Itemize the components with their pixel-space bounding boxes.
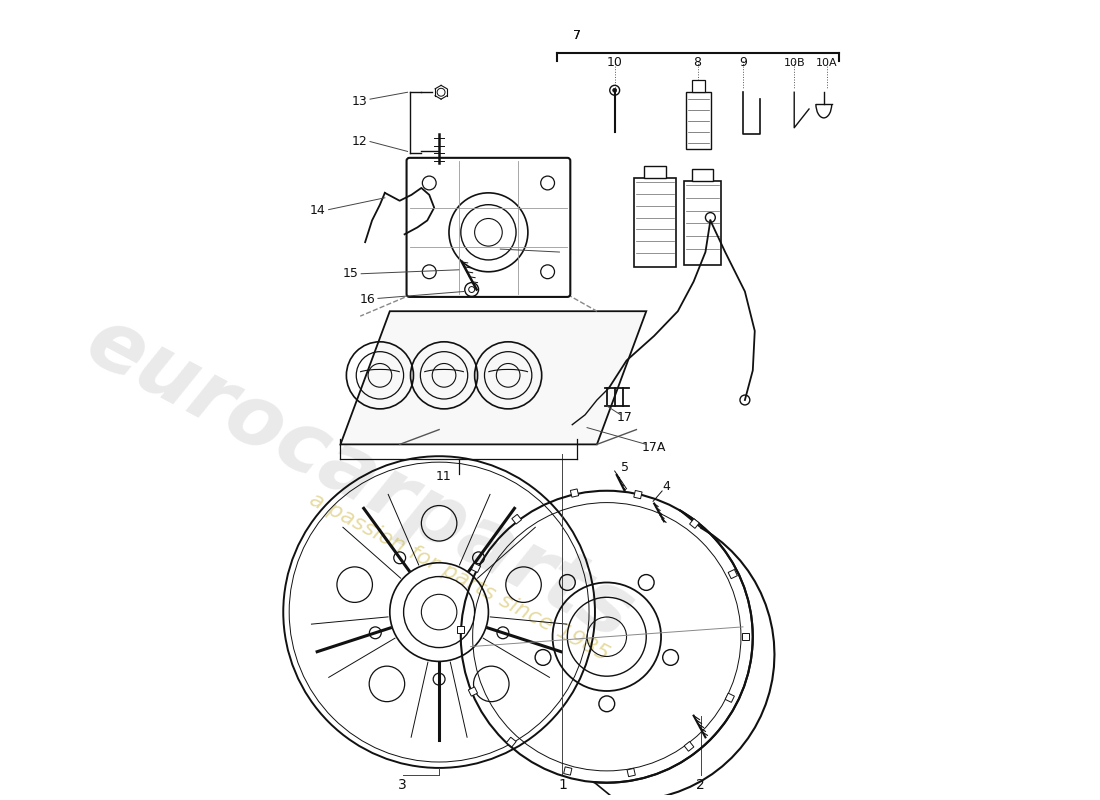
Text: 5: 5	[620, 461, 628, 474]
Bar	[563, 767, 572, 775]
FancyBboxPatch shape	[407, 158, 570, 297]
Bar	[471, 563, 481, 573]
Text: 2: 2	[696, 778, 705, 792]
Bar	[684, 742, 694, 751]
Bar	[725, 693, 735, 702]
Text: 3: 3	[398, 778, 407, 792]
Text: 12: 12	[351, 135, 367, 148]
Text: 8: 8	[693, 56, 702, 69]
Text: eurocarparts: eurocarparts	[73, 301, 648, 658]
Bar	[634, 490, 642, 498]
Bar	[635, 178, 675, 267]
Bar	[645, 166, 665, 178]
Bar	[512, 514, 521, 524]
Bar	[728, 570, 737, 578]
Text: 16: 16	[360, 293, 375, 306]
Bar	[692, 169, 713, 181]
Text: 10B: 10B	[783, 58, 805, 68]
Bar	[684, 181, 722, 265]
Bar	[690, 518, 700, 528]
Text: 17A: 17A	[642, 441, 667, 454]
Text: 1: 1	[558, 778, 566, 792]
Text: 4: 4	[662, 480, 670, 494]
Text: 6: 6	[563, 246, 571, 258]
Text: a passion for parts since 1985: a passion for parts since 1985	[306, 490, 612, 666]
Text: 7: 7	[573, 29, 581, 42]
Text: 14: 14	[310, 204, 326, 217]
Bar	[692, 81, 705, 92]
Text: 11: 11	[437, 470, 452, 483]
Bar	[506, 738, 516, 747]
Text: 10A: 10A	[816, 58, 837, 68]
Bar	[627, 768, 636, 777]
Text: 7: 7	[573, 29, 581, 42]
Polygon shape	[341, 311, 647, 444]
Bar	[469, 687, 477, 696]
Circle shape	[613, 88, 617, 92]
Text: 15: 15	[342, 267, 359, 280]
Bar	[741, 633, 749, 640]
Text: 10: 10	[607, 56, 623, 69]
Bar	[571, 489, 579, 497]
Bar	[685, 92, 712, 150]
Text: 17: 17	[617, 411, 632, 424]
Bar	[456, 626, 464, 633]
Text: 13: 13	[351, 94, 367, 108]
Text: 9: 9	[739, 56, 747, 69]
